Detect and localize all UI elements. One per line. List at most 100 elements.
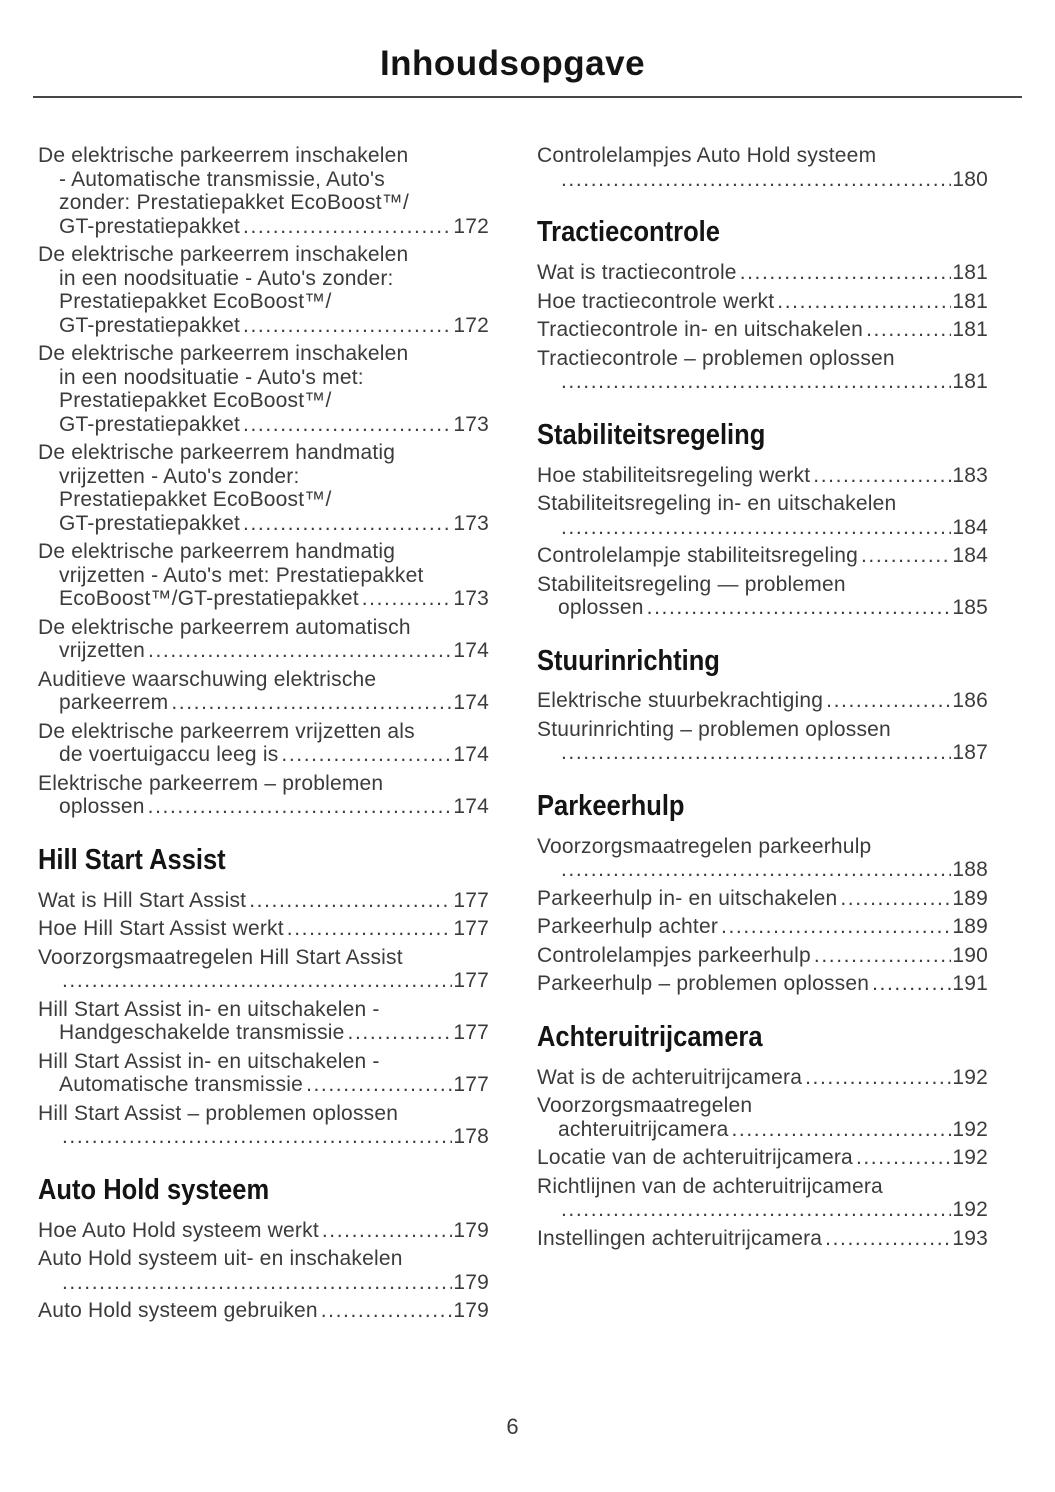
toc-entry-text: GT-prestatiepakket bbox=[59, 313, 241, 337]
dot-leader: ........................................… bbox=[171, 691, 452, 715]
toc-entry-text: Parkeerhulp achter bbox=[537, 915, 719, 939]
toc-entry-text: GT-prestatiepakket bbox=[59, 214, 241, 238]
toc-entry[interactable]: Controlelampjes Auto Hold systeem.......… bbox=[537, 144, 988, 191]
toc-entry-text: De elektrische parkeerrem vrijzetten als bbox=[38, 719, 415, 743]
toc-entry-page: 179 bbox=[453, 1299, 489, 1323]
dot-leader: ........................................… bbox=[281, 743, 453, 767]
toc-entry[interactable]: Voorzorgsmaatregelen parkeerhulp........… bbox=[537, 835, 988, 882]
toc-entry[interactable]: De elektrische parkeerrem inschakelen in … bbox=[38, 342, 489, 436]
toc-entry-page: 192 bbox=[952, 1146, 988, 1170]
toc-entry-page: 189 bbox=[952, 886, 988, 910]
toc-entry[interactable]: Hoe Auto Hold systeem werkt.............… bbox=[38, 1219, 489, 1243]
dot-leader: ........................................… bbox=[739, 261, 952, 285]
toc-entry[interactable]: Instellingen achteruitrijcamera.........… bbox=[537, 1227, 988, 1251]
section-heading: Tractiecontrole bbox=[537, 216, 720, 249]
toc-entry-text: vrijzetten bbox=[59, 639, 146, 663]
toc-entry[interactable]: Parkeerhulp in- en uitschakelen.........… bbox=[537, 887, 988, 911]
dot-leader: ........................................… bbox=[826, 689, 952, 713]
toc-entry-text: Elektrische stuurbekrachtiging bbox=[537, 689, 824, 713]
toc-entry-text: Auto Hold systeem gebruiken bbox=[38, 1299, 318, 1323]
toc-entry-text: Hill Start Assist in- en uitschakelen - bbox=[38, 997, 380, 1021]
toc-entry-text: Controlelampjes parkeerhulp bbox=[537, 943, 811, 967]
section-heading: Hill Start Assist bbox=[38, 843, 226, 876]
section-heading: Stabiliteitsregeling bbox=[537, 418, 766, 451]
toc-entry[interactable]: Hill Start Assist in- en uitschakelen -A… bbox=[38, 1050, 489, 1097]
title-divider bbox=[33, 96, 1022, 99]
toc-entry[interactable]: Hoe tractiecontrole werkt...............… bbox=[537, 290, 988, 314]
toc-entry-text: Automatische transmissie bbox=[59, 1073, 304, 1097]
toc-entry-text: Stabiliteitsregeling — problemen bbox=[537, 572, 846, 596]
dot-leader: ........................................… bbox=[147, 795, 453, 819]
toc-entry[interactable]: De elektrische parkeerrem inschakelen in … bbox=[38, 243, 489, 337]
toc-entry-text: Instellingen achteruitrijcamera bbox=[537, 1226, 823, 1250]
dot-leader: ........................................… bbox=[777, 289, 951, 313]
toc-entry-page: 181 bbox=[952, 261, 988, 285]
toc-entry[interactable]: Stabiliteitsregeling in- en uitschakelen… bbox=[537, 492, 988, 539]
toc-entry[interactable]: Richtlijnen van de achteruitrijcamera...… bbox=[537, 1175, 988, 1222]
toc-entry[interactable]: Auto Hold systeem uit- en inschakelen...… bbox=[38, 1247, 489, 1294]
toc-entry-text: De elektrische parkeerrem inschakelen bbox=[38, 144, 409, 168]
dot-leader: ........................................… bbox=[721, 915, 952, 939]
toc-entry[interactable]: De elektrische parkeerrem handmatig vrijz… bbox=[38, 540, 489, 611]
toc-entry[interactable]: Parkeerhulp achter......................… bbox=[537, 915, 988, 939]
toc-entry[interactable]: Auditieve waarschuwing elektrische parkee… bbox=[38, 668, 489, 715]
toc-entry-text: Stuurinrichting – problemen oplossen bbox=[537, 717, 891, 741]
dot-leader: ........................................… bbox=[805, 1065, 951, 1089]
toc-entry-page: 174 bbox=[453, 639, 489, 663]
toc-entry[interactable]: De elektrische parkeerrem vrijzetten als… bbox=[38, 720, 489, 767]
toc-entry-page: 178 bbox=[453, 1125, 489, 1149]
toc-entry-page: 174 bbox=[453, 795, 489, 819]
toc-entry-page: 177 bbox=[453, 917, 489, 941]
toc-entry[interactable]: Tractiecontrole – problemen oplossen....… bbox=[537, 347, 988, 394]
dot-leader: ........................................… bbox=[561, 167, 951, 191]
toc-entry-text: Controlelampje stabiliteitsregeling bbox=[537, 544, 858, 568]
toc-entry-page: 173 bbox=[453, 587, 489, 611]
toc-entry[interactable]: Stabiliteitsregeling — problemen oplossen… bbox=[537, 573, 988, 620]
toc-entry[interactable]: Wat is de achteruitrijcamera............… bbox=[537, 1066, 988, 1090]
toc-entry[interactable]: Parkeerhulp – problemen oplossen........… bbox=[537, 972, 988, 996]
toc-entry[interactable]: Tractiecontrole in- en uitschakelen.....… bbox=[537, 318, 988, 342]
dot-leader: ........................................… bbox=[361, 587, 453, 611]
toc-entry[interactable]: Wat is tractiecontrole..................… bbox=[537, 261, 988, 285]
dot-leader: ........................................… bbox=[286, 917, 453, 941]
toc-entry-text: GT-prestatiepakket bbox=[59, 412, 241, 436]
toc-entry[interactable]: De elektrische parkeerrem automatisch vri… bbox=[38, 616, 489, 663]
toc-entry[interactable]: Locatie van de achteruitrijcamera.......… bbox=[537, 1146, 988, 1170]
toc-entry-text: Wat is tractiecontrole bbox=[537, 261, 737, 285]
toc-entry[interactable]: Voorzorgsmaatregelen achteruitrijcamera..… bbox=[537, 1094, 988, 1141]
toc-entry[interactable]: Elektrische parkeerrem – problemen oploss… bbox=[38, 772, 489, 819]
toc-entry[interactable]: Stuurinrichting – problemen oplossen....… bbox=[537, 718, 988, 765]
toc-entry[interactable]: Controlelampje stabiliteitsregeling.....… bbox=[537, 544, 988, 568]
toc-entry-text: Hoe Auto Hold systeem werkt bbox=[38, 1218, 319, 1242]
toc-entry-text: Prestatiepakket EcoBoost™/ bbox=[59, 488, 332, 512]
toc-entry-text: Hoe stabiliteitsregeling werkt bbox=[537, 463, 811, 487]
toc-entry[interactable]: Elektrische stuurbekrachtiging..........… bbox=[537, 689, 988, 713]
toc-entry[interactable]: Auto Hold systeem gebruiken.............… bbox=[38, 1299, 489, 1323]
toc-entry-text: De elektrische parkeerrem inschakelen bbox=[38, 243, 409, 267]
toc-entry[interactable]: Hoe stabiliteitsregeling werkt..........… bbox=[537, 464, 988, 488]
toc-entry-page: 174 bbox=[453, 743, 489, 767]
toc-entry[interactable]: Hill Start Assist in- en uitschakelen -H… bbox=[38, 998, 489, 1045]
dot-leader: ........................................… bbox=[62, 1125, 452, 1149]
dot-leader: ........................................… bbox=[813, 463, 951, 487]
toc-entry[interactable]: Hill Start Assist – problemen oplossen..… bbox=[38, 1102, 489, 1149]
toc-entry[interactable]: Voorzorgsmaatregelen Hill Start Assist..… bbox=[38, 946, 489, 993]
toc-entry-text: Auditieve waarschuwing elektrische bbox=[38, 667, 377, 691]
toc-entry-text: Handgeschakelde transmissie bbox=[59, 1021, 345, 1045]
toc-entry[interactable]: Controlelampjes parkeerhulp.............… bbox=[537, 944, 988, 968]
dot-leader: ........................................… bbox=[872, 972, 951, 996]
toc-entry-page: 193 bbox=[952, 1226, 988, 1250]
toc-entry-page: 184 bbox=[952, 515, 988, 539]
toc-entry-text: Richtlijnen van de achteruitrijcamera bbox=[537, 1174, 883, 1198]
toc-entry[interactable]: Wat is Hill Start Assist................… bbox=[38, 889, 489, 913]
toc-entry[interactable]: Hoe Hill Start Assist werkt.............… bbox=[38, 917, 489, 941]
toc-entry-page: 186 bbox=[952, 689, 988, 713]
toc-entry[interactable]: De elektrische parkeerrem inschakelen - A… bbox=[38, 144, 489, 238]
dot-leader: ........................................… bbox=[561, 370, 951, 394]
manual-toc-page: Inhoudsopgave De elektrische parkeerrem … bbox=[0, 44, 1055, 1328]
toc-entry-text: Prestatiepakket EcoBoost™/ bbox=[59, 389, 332, 413]
dot-leader: ........................................… bbox=[813, 943, 951, 967]
dot-leader: ........................................… bbox=[306, 1073, 452, 1097]
toc-entry[interactable]: De elektrische parkeerrem handmatig vrijz… bbox=[38, 441, 489, 535]
toc-entry-page: 185 bbox=[952, 596, 988, 620]
